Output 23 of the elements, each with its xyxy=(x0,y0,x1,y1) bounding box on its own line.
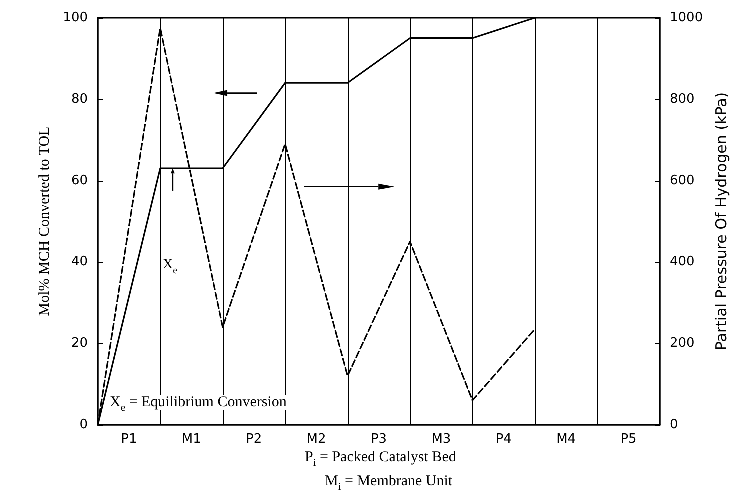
y-tick-label: 80 xyxy=(71,92,88,107)
x-tick-label: M1 xyxy=(182,432,202,447)
y-tick-label: 100 xyxy=(63,10,88,26)
y-axis-title: Mol% MCH Converted to TOL xyxy=(36,126,53,316)
y-tick-label: 20 xyxy=(71,336,88,352)
y2-axis-title: Partial Pressure Of Hydrogen (kPa) xyxy=(712,92,730,351)
y2-tick-label: 600 xyxy=(670,173,695,188)
x-tick-label: P3 xyxy=(370,432,388,447)
x-tick-label: M4 xyxy=(556,432,576,447)
x-tick-label: M3 xyxy=(432,432,452,447)
y2-tick-label: 400 xyxy=(670,254,695,270)
x-tick-label: P1 xyxy=(121,432,138,447)
x-tick-label: M2 xyxy=(306,432,326,447)
y-tick-label: 40 xyxy=(71,254,88,270)
y-tick-label: 60 xyxy=(71,173,88,188)
x-tick-label: P4 xyxy=(496,432,512,447)
y-tick-label: 0 xyxy=(80,418,88,432)
x-tick-label: P2 xyxy=(246,432,262,447)
y2-tick-label: 0 xyxy=(670,418,678,432)
x-tick-label: P5 xyxy=(620,432,637,447)
y2-tick-label: 200 xyxy=(670,336,695,352)
y2-tick-label: 1000 xyxy=(670,10,704,26)
y2-tick-label: 800 xyxy=(670,92,695,107)
